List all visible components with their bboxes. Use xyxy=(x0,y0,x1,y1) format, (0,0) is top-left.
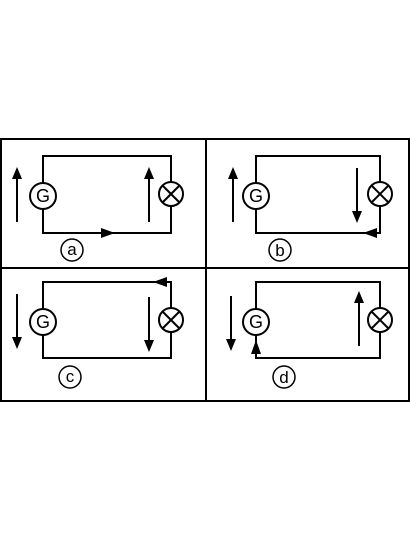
panel-label: b xyxy=(275,241,284,260)
lamp-current-arrowhead xyxy=(354,291,364,303)
panel-b: G b xyxy=(228,155,393,262)
panel-label-circle xyxy=(272,365,296,389)
wire-current-arrowhead xyxy=(251,340,261,354)
generator-symbol xyxy=(242,308,270,336)
circuit-loop xyxy=(42,281,172,359)
lamp-current-arrowhead xyxy=(144,340,154,352)
generator-symbol xyxy=(29,182,57,210)
panel-label-circle xyxy=(58,365,82,389)
panel-d: G d xyxy=(226,281,393,389)
generator-current-arrowhead xyxy=(226,339,236,351)
panel-label: a xyxy=(67,240,77,259)
lamp-current-arrowhead xyxy=(352,211,362,223)
panel-c: G c xyxy=(12,277,184,389)
lamp-current-arrowhead xyxy=(144,167,154,179)
generator-current-arrowhead xyxy=(12,337,22,349)
circuit-loop xyxy=(255,155,381,234)
generator-current-arrowhead xyxy=(12,167,22,179)
generator-label: G xyxy=(249,186,263,206)
panel-label-circle xyxy=(268,238,292,262)
generator-current-arrowhead xyxy=(228,167,238,179)
lamp-cross-2 xyxy=(161,310,181,330)
lamp-cross-2 xyxy=(370,184,390,204)
panel-label: d xyxy=(279,368,288,387)
panel-label-circle xyxy=(60,238,84,262)
wire-current-arrowhead xyxy=(363,228,377,238)
generator-label: G xyxy=(249,312,263,332)
panel-a: G a xyxy=(12,155,184,262)
generator-label: G xyxy=(36,312,50,332)
wire-current-arrowhead xyxy=(101,228,115,238)
wire-current-arrowhead xyxy=(153,277,167,287)
lamp-cross-2 xyxy=(161,184,181,204)
lamp-cross-2 xyxy=(370,310,390,330)
generator-symbol xyxy=(242,182,270,210)
panel-label: c xyxy=(66,367,75,386)
circuit-loop xyxy=(255,281,381,359)
circuit-loop xyxy=(42,155,172,234)
generator-symbol xyxy=(29,308,57,336)
generator-label: G xyxy=(36,186,50,206)
